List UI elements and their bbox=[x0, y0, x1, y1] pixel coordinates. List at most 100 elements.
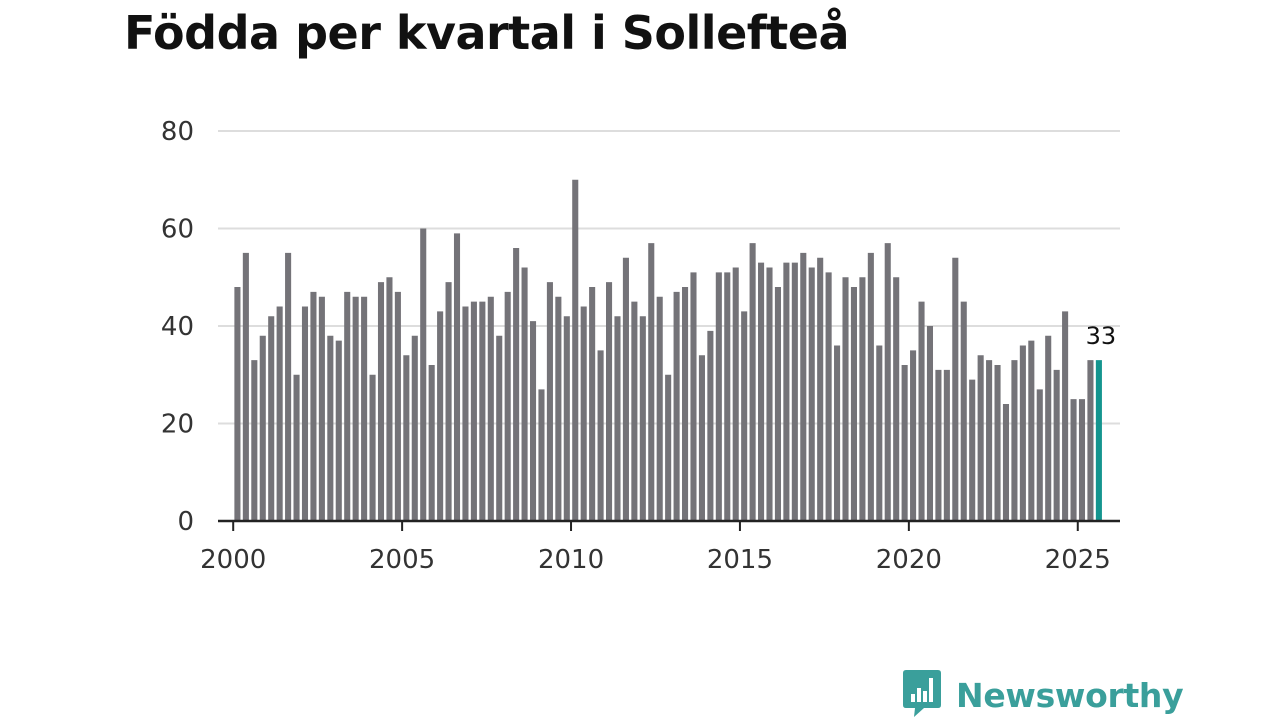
bar bbox=[352, 296, 359, 521]
bar bbox=[403, 355, 410, 521]
bar bbox=[589, 287, 596, 521]
bar bbox=[1053, 369, 1060, 522]
bar bbox=[327, 335, 334, 521]
bar bbox=[344, 291, 351, 522]
bar bbox=[386, 277, 393, 521]
bar bbox=[428, 365, 435, 521]
bar bbox=[1087, 360, 1094, 522]
brand-name: Newsworthy bbox=[956, 676, 1184, 715]
bar bbox=[1045, 335, 1052, 521]
bar bbox=[293, 374, 300, 521]
bar bbox=[690, 272, 697, 522]
bar bbox=[268, 316, 275, 521]
bar bbox=[1019, 345, 1026, 521]
bar bbox=[648, 243, 655, 522]
x-tick-label: 2000 bbox=[200, 545, 266, 575]
bar bbox=[707, 330, 714, 522]
bar bbox=[994, 365, 1001, 521]
bar bbox=[859, 277, 866, 521]
x-axis: 2000 2005 2010 2015 2020 2025 bbox=[200, 521, 1111, 575]
bar bbox=[496, 335, 503, 521]
bar bbox=[850, 287, 857, 521]
bar bbox=[893, 277, 900, 521]
y-axis: 0 20 40 60 80 bbox=[161, 117, 194, 537]
bar bbox=[479, 301, 486, 522]
bar bbox=[825, 272, 832, 522]
bar bbox=[834, 345, 841, 521]
bar bbox=[622, 257, 629, 521]
bar bbox=[301, 306, 309, 521]
bar bbox=[774, 287, 781, 521]
y-tick-label: 80 bbox=[161, 117, 194, 147]
last-value-label: 33 bbox=[1086, 322, 1117, 350]
bar bbox=[682, 287, 689, 521]
bar bbox=[572, 179, 579, 521]
bar bbox=[926, 326, 934, 521]
bar bbox=[783, 262, 790, 522]
bar bbox=[876, 345, 883, 521]
bar bbox=[504, 291, 511, 522]
bar bbox=[656, 296, 663, 521]
bar bbox=[234, 287, 241, 521]
bar bbox=[285, 252, 292, 522]
y-tick-label: 0 bbox=[177, 507, 194, 537]
bar bbox=[259, 335, 266, 521]
x-tick-label: 2010 bbox=[538, 545, 604, 575]
bar bbox=[715, 272, 722, 522]
bar bbox=[614, 316, 621, 521]
x-tick-label: 2015 bbox=[707, 545, 773, 575]
y-tick-label: 60 bbox=[161, 215, 194, 245]
bar bbox=[606, 282, 613, 522]
bar bbox=[766, 267, 773, 521]
bar bbox=[242, 252, 249, 522]
y-tick-label: 20 bbox=[161, 410, 194, 440]
bar bbox=[665, 374, 672, 521]
bar bbox=[952, 257, 959, 521]
x-tick-label: 2025 bbox=[1045, 545, 1111, 575]
bar bbox=[394, 291, 401, 522]
bar bbox=[276, 306, 283, 521]
bar bbox=[986, 360, 993, 522]
bar bbox=[960, 301, 967, 522]
bar bbox=[445, 282, 452, 522]
bar bbox=[910, 350, 917, 522]
newsworthy-logo-icon bbox=[902, 668, 942, 723]
bar bbox=[1002, 404, 1010, 521]
bar bbox=[901, 365, 908, 521]
bar bbox=[487, 296, 494, 521]
bar bbox=[470, 301, 477, 522]
bar bbox=[462, 306, 469, 521]
bar bbox=[808, 267, 815, 521]
bar bbox=[529, 321, 537, 522]
x-tick-label: 2005 bbox=[369, 545, 435, 575]
bar bbox=[546, 282, 553, 522]
bar bbox=[969, 379, 976, 522]
bar bbox=[977, 355, 984, 521]
bar bbox=[377, 282, 385, 522]
bar bbox=[335, 340, 342, 522]
bar bbox=[1028, 340, 1035, 522]
bar bbox=[918, 301, 925, 522]
brand[interactable]: Newsworthy bbox=[902, 668, 1184, 723]
bar bbox=[817, 257, 824, 521]
bar bbox=[884, 243, 891, 522]
bar bbox=[580, 306, 587, 521]
bar bbox=[935, 369, 942, 522]
bar bbox=[943, 369, 950, 522]
bar bbox=[420, 228, 427, 521]
bar bbox=[842, 277, 849, 521]
bar bbox=[453, 233, 461, 522]
bar bbox=[631, 301, 638, 522]
bar bbox=[791, 262, 798, 522]
bar bbox=[1011, 360, 1018, 522]
bar bbox=[1036, 389, 1043, 522]
bars bbox=[234, 179, 1102, 522]
bar bbox=[1070, 399, 1077, 522]
bar bbox=[639, 316, 646, 521]
bar bbox=[369, 374, 376, 521]
bar-highlight bbox=[1095, 360, 1102, 522]
bar bbox=[597, 350, 604, 522]
bar bbox=[673, 291, 680, 522]
bar bbox=[318, 296, 325, 521]
